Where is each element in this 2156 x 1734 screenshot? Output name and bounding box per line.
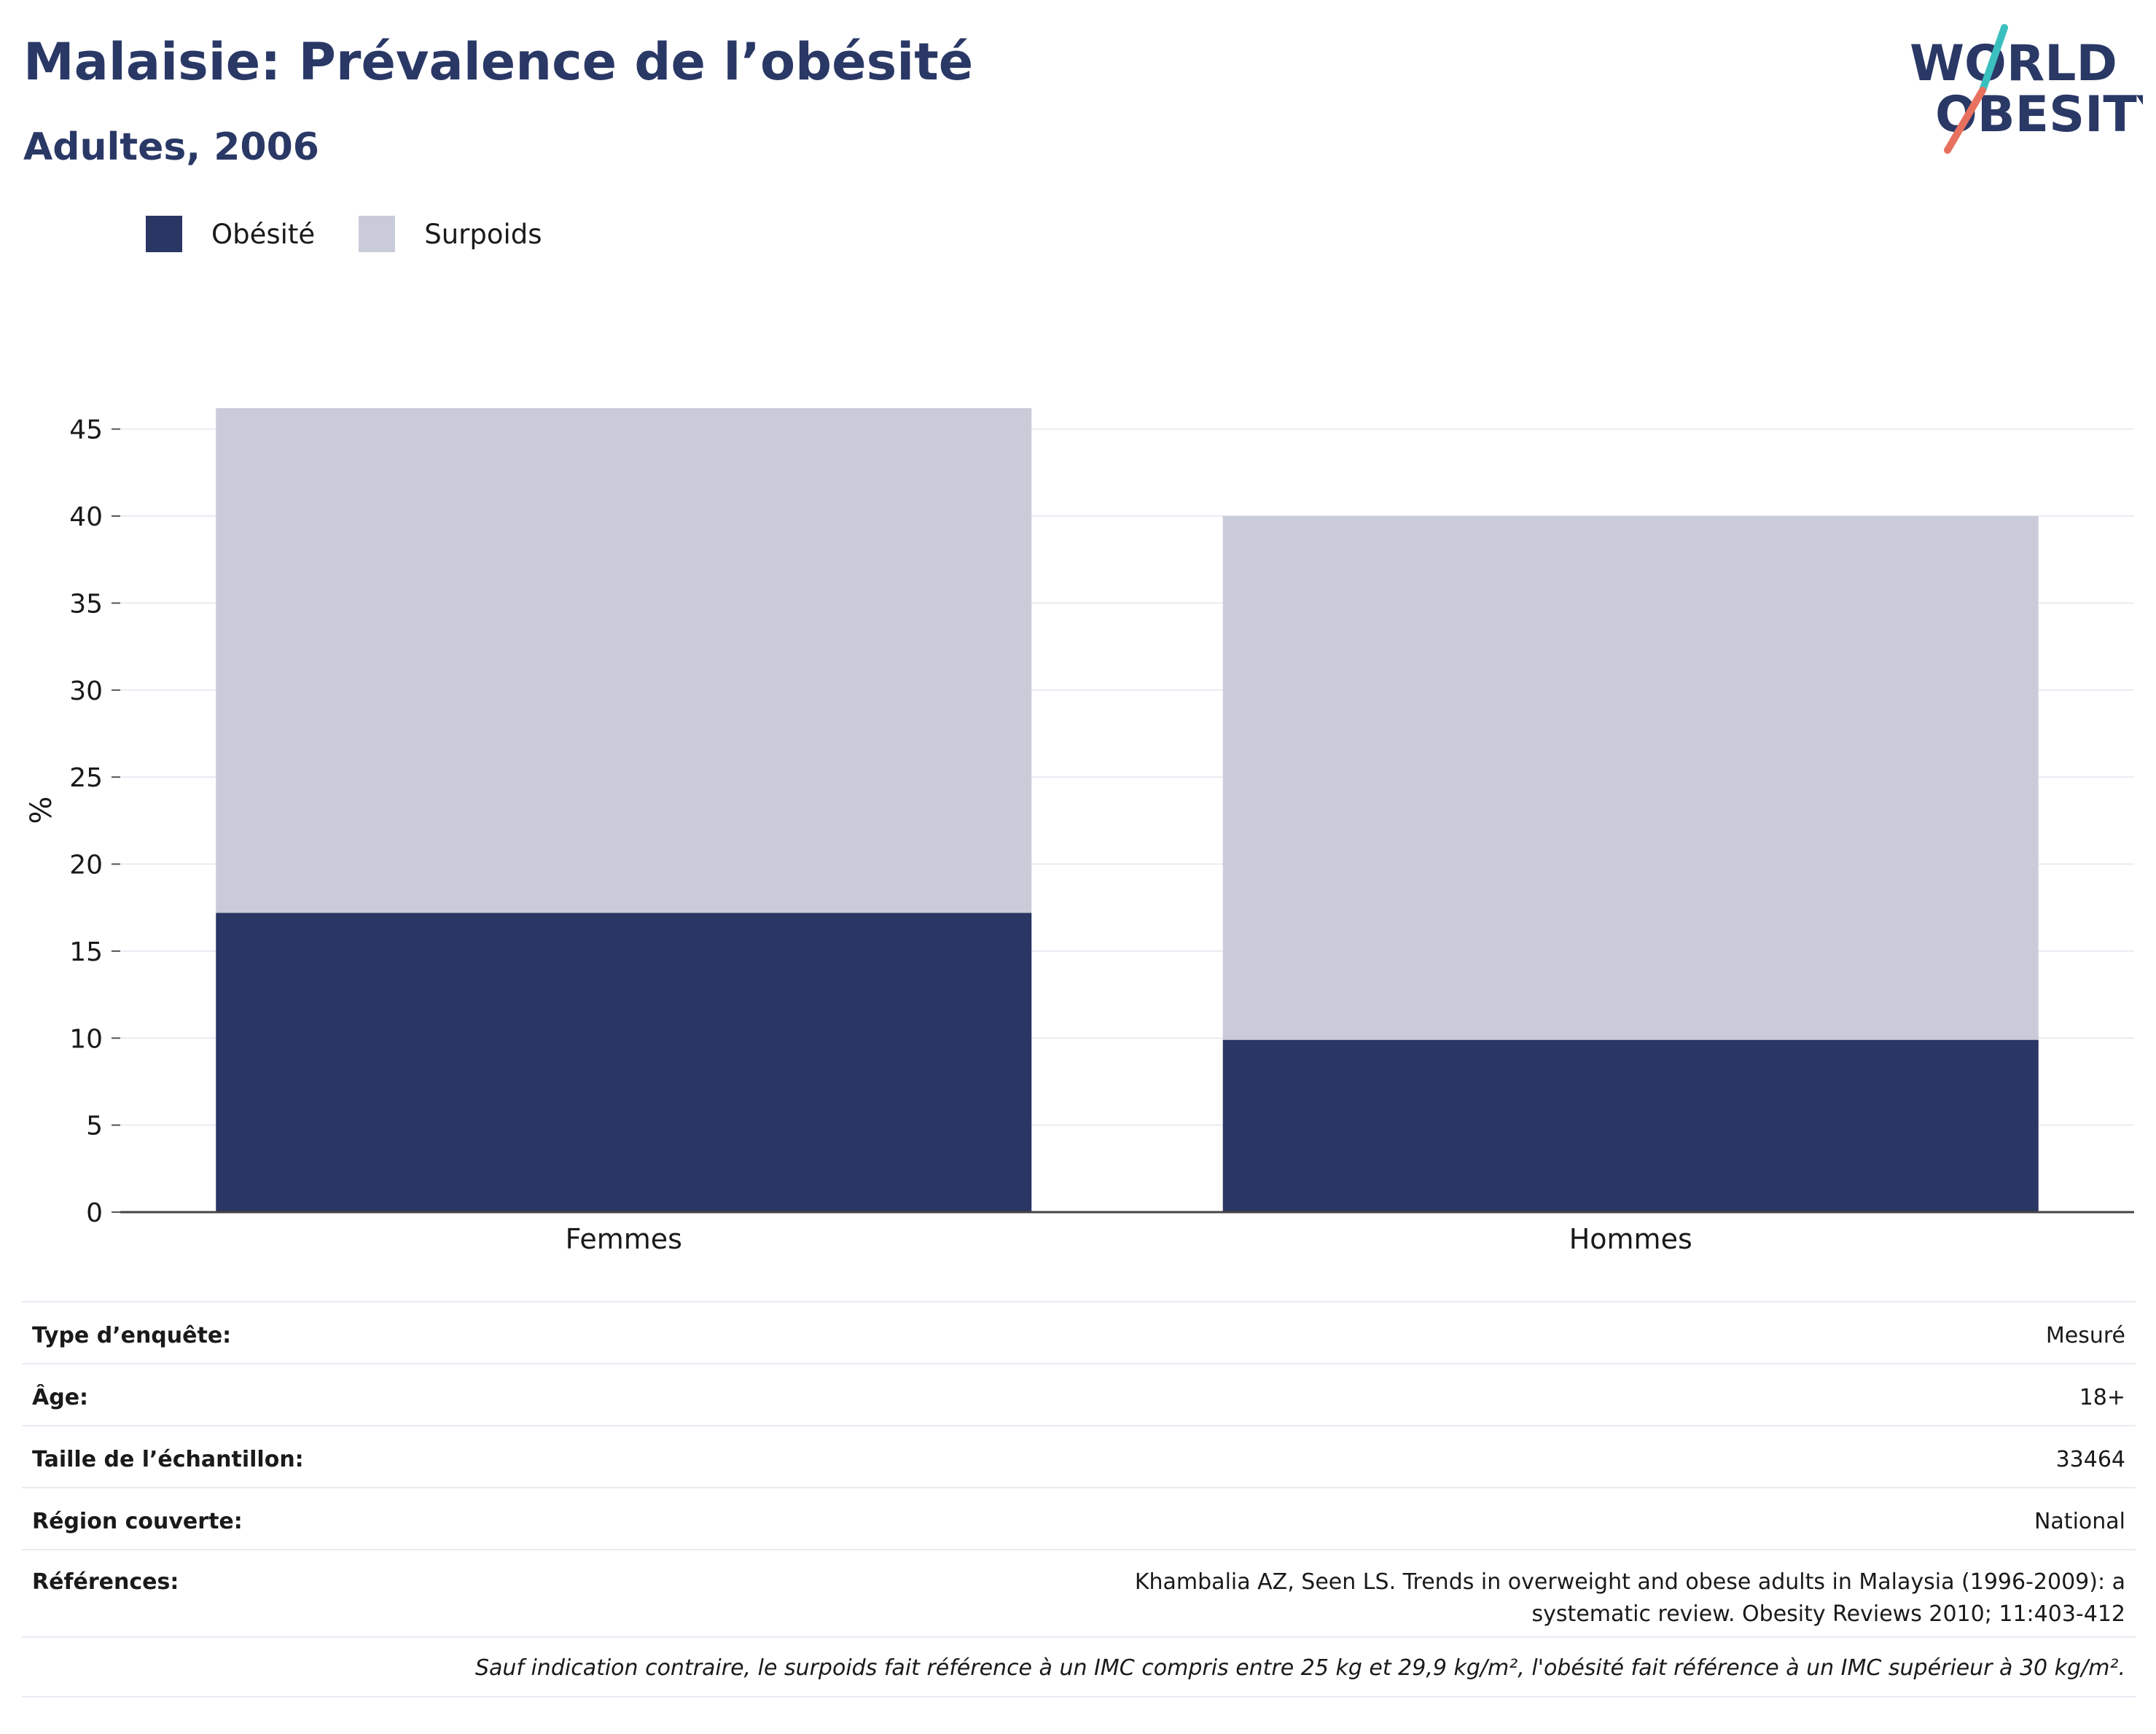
y-tick-label: 30 [69, 676, 103, 706]
world-obesity-logo: WORLD OBESITY [1910, 24, 2143, 154]
info-row-region: Région couverte: National [22, 1487, 2136, 1550]
logo-slash-coral [1944, 87, 1986, 154]
y-tick-label: 40 [69, 502, 103, 532]
definition-note: Sauf indication contraire, le surpoids f… [22, 1636, 2136, 1698]
bar-hommes-surpoids [1222, 516, 2039, 1040]
info-row-references: Références: Khambalia AZ, Seen LS. Trend… [22, 1549, 2136, 1637]
logo-slash-teal [1979, 24, 2008, 94]
info-value: 33464 [552, 1425, 2136, 1488]
info-value: Mesuré [552, 1301, 2136, 1364]
x-tick-label: Femmes [566, 1223, 682, 1255]
y-tick-label: 5 [86, 1112, 103, 1141]
legend-item-obesite: Obésité [146, 216, 315, 252]
info-row-note: Sauf indication contraire, le surpoids f… [22, 1636, 2136, 1698]
info-label: Type d’enquête: [22, 1301, 552, 1364]
bar-femmes-obesite [216, 913, 1032, 1212]
y-tick-label: 0 [86, 1198, 103, 1228]
info-value: Khambalia AZ, Seen LS. Trends in overwei… [552, 1549, 2136, 1637]
info-label: Âge: [22, 1363, 552, 1426]
info-value: National [552, 1487, 2136, 1550]
info-value: 18+ [552, 1363, 2136, 1426]
bar-femmes-surpoids [216, 408, 1032, 913]
y-tick-label: 25 [69, 763, 103, 793]
chart-subtitle: Adultes, 2006 [23, 125, 319, 169]
legend-swatch-surpoids [359, 216, 396, 252]
legend-swatch-obesite [146, 216, 182, 252]
bar-hommes-obesite [1222, 1039, 2039, 1212]
y-tick-label: 20 [69, 851, 103, 880]
info-label: Région couverte: [22, 1487, 552, 1550]
legend-label-obesite: Obésité [211, 218, 316, 250]
y-tick-label: 15 [69, 937, 103, 967]
info-label: Références: [22, 1549, 552, 1637]
y-tick-label: 35 [69, 589, 103, 619]
logo-line1: WORLD [1910, 35, 2117, 93]
info-row-sample-size: Taille de l’échantillon: 33464 [22, 1425, 2136, 1488]
chart-legend: Obésité Surpoids [146, 216, 586, 252]
y-tick-label: 45 [69, 415, 103, 445]
y-tick-label: 10 [69, 1024, 103, 1054]
chart-title: Malaisie: Prévalence de l’obésité [23, 32, 974, 92]
legend-item-surpoids: Surpoids [359, 216, 542, 252]
stacked-bar-chart: 0 5 10 15 20 25 30 35 40 45% Femmes Hommes [25, 408, 2134, 1255]
legend-label-surpoids: Surpoids [424, 218, 542, 250]
survey-info-table: Type d’enquête: Mesuré Âge: 18+ Taille d… [22, 1301, 2136, 1698]
info-row-survey-type: Type d’enquête: Mesuré [22, 1301, 2136, 1364]
info-row-age: Âge: 18+ [22, 1363, 2136, 1426]
info-label: Taille de l’échantillon: [22, 1425, 552, 1488]
x-tick-label: Hommes [1569, 1223, 1692, 1255]
y-axis-label: % [25, 796, 58, 824]
